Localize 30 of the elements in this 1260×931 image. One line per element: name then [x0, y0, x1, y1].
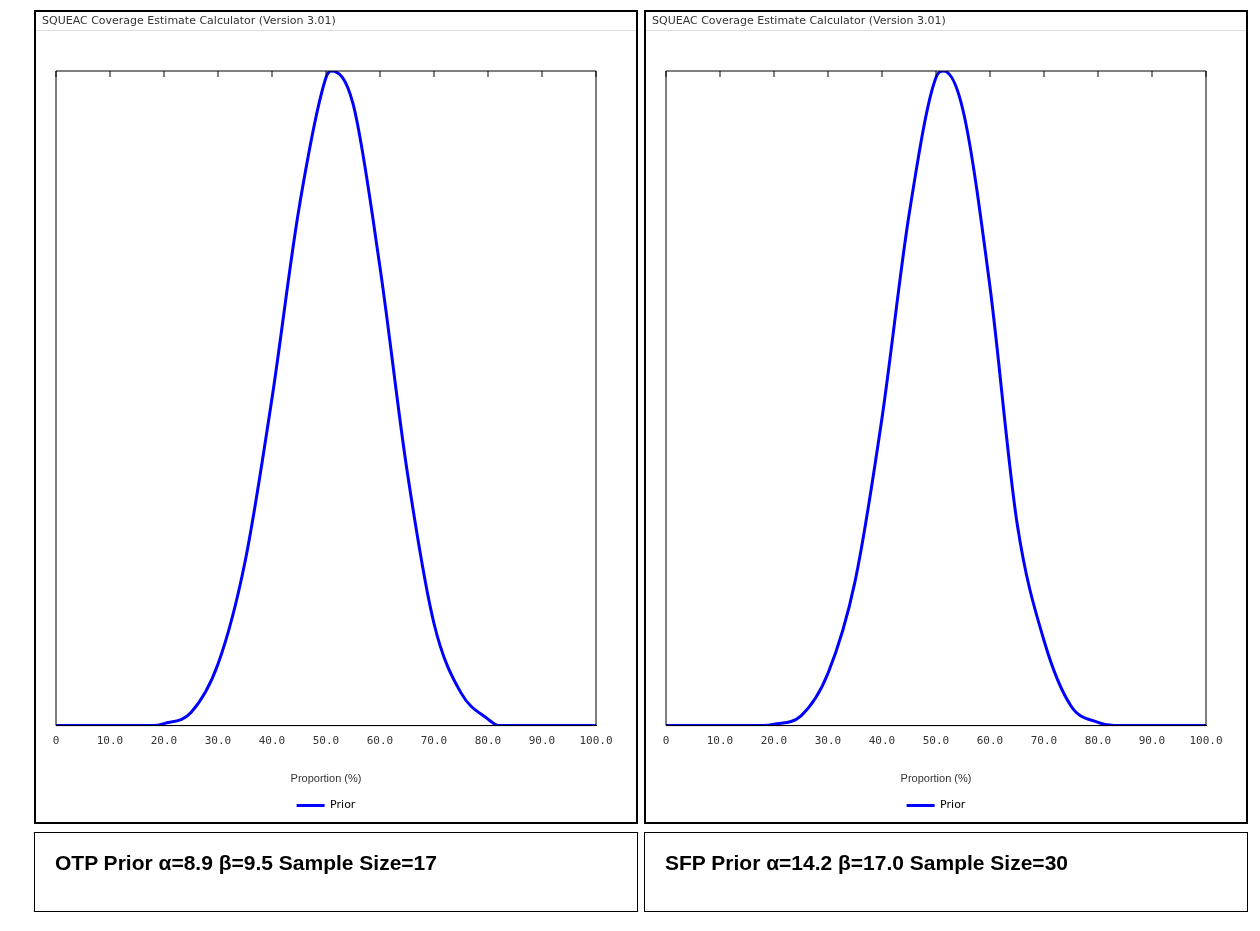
- x-tick-label: 10.0: [96, 734, 124, 748]
- x-tick-label: 0: [662, 734, 670, 748]
- x-axis-title: Proportion (%): [290, 772, 362, 785]
- x-tick-label: 90.0: [1138, 734, 1166, 748]
- x-tick-label: 60.0: [366, 734, 394, 748]
- x-tick-label: 20.0: [760, 734, 788, 748]
- x-tick-label: 100.0: [1189, 734, 1223, 748]
- chart-title: SQUEAC Coverage Estimate Calculator (Version 3.01): [646, 12, 1246, 31]
- x-tick-label: 20.0: [150, 734, 178, 748]
- text: OTP Prior α=8.9 β=9.5 Sample Size=17: [34, 832, 638, 912]
- x-tick-label: 30.0: [204, 734, 232, 748]
- x-tick-label: 50.0: [922, 734, 950, 748]
- x-tick-label: 40.0: [868, 734, 896, 748]
- x-tick-label: 10.0: [706, 734, 734, 748]
- x-tick-label: 80.0: [474, 734, 502, 748]
- legend-label: Prior: [330, 798, 356, 812]
- x-tick-label: 100.0: [579, 734, 613, 748]
- x-tick-label: 30.0: [814, 734, 842, 748]
- legend-label: Prior: [940, 798, 966, 812]
- x-tick-label: 60.0: [976, 734, 1004, 748]
- x-axis-title: Proportion (%): [900, 772, 972, 785]
- text: SFP Prior α=14.2 β=17.0 Sample Size=30: [644, 832, 1248, 912]
- x-tick-label: 40.0: [258, 734, 286, 748]
- x-tick-label: 0: [52, 734, 60, 748]
- x-tick-label: 70.0: [420, 734, 448, 748]
- x-tick-label: 90.0: [528, 734, 556, 748]
- x-tick-label: 80.0: [1084, 734, 1112, 748]
- x-tick-label: 50.0: [312, 734, 340, 748]
- chart-title: SQUEAC Coverage Estimate Calculator (Version 3.01): [36, 12, 636, 31]
- x-tick-label: 70.0: [1030, 734, 1058, 748]
